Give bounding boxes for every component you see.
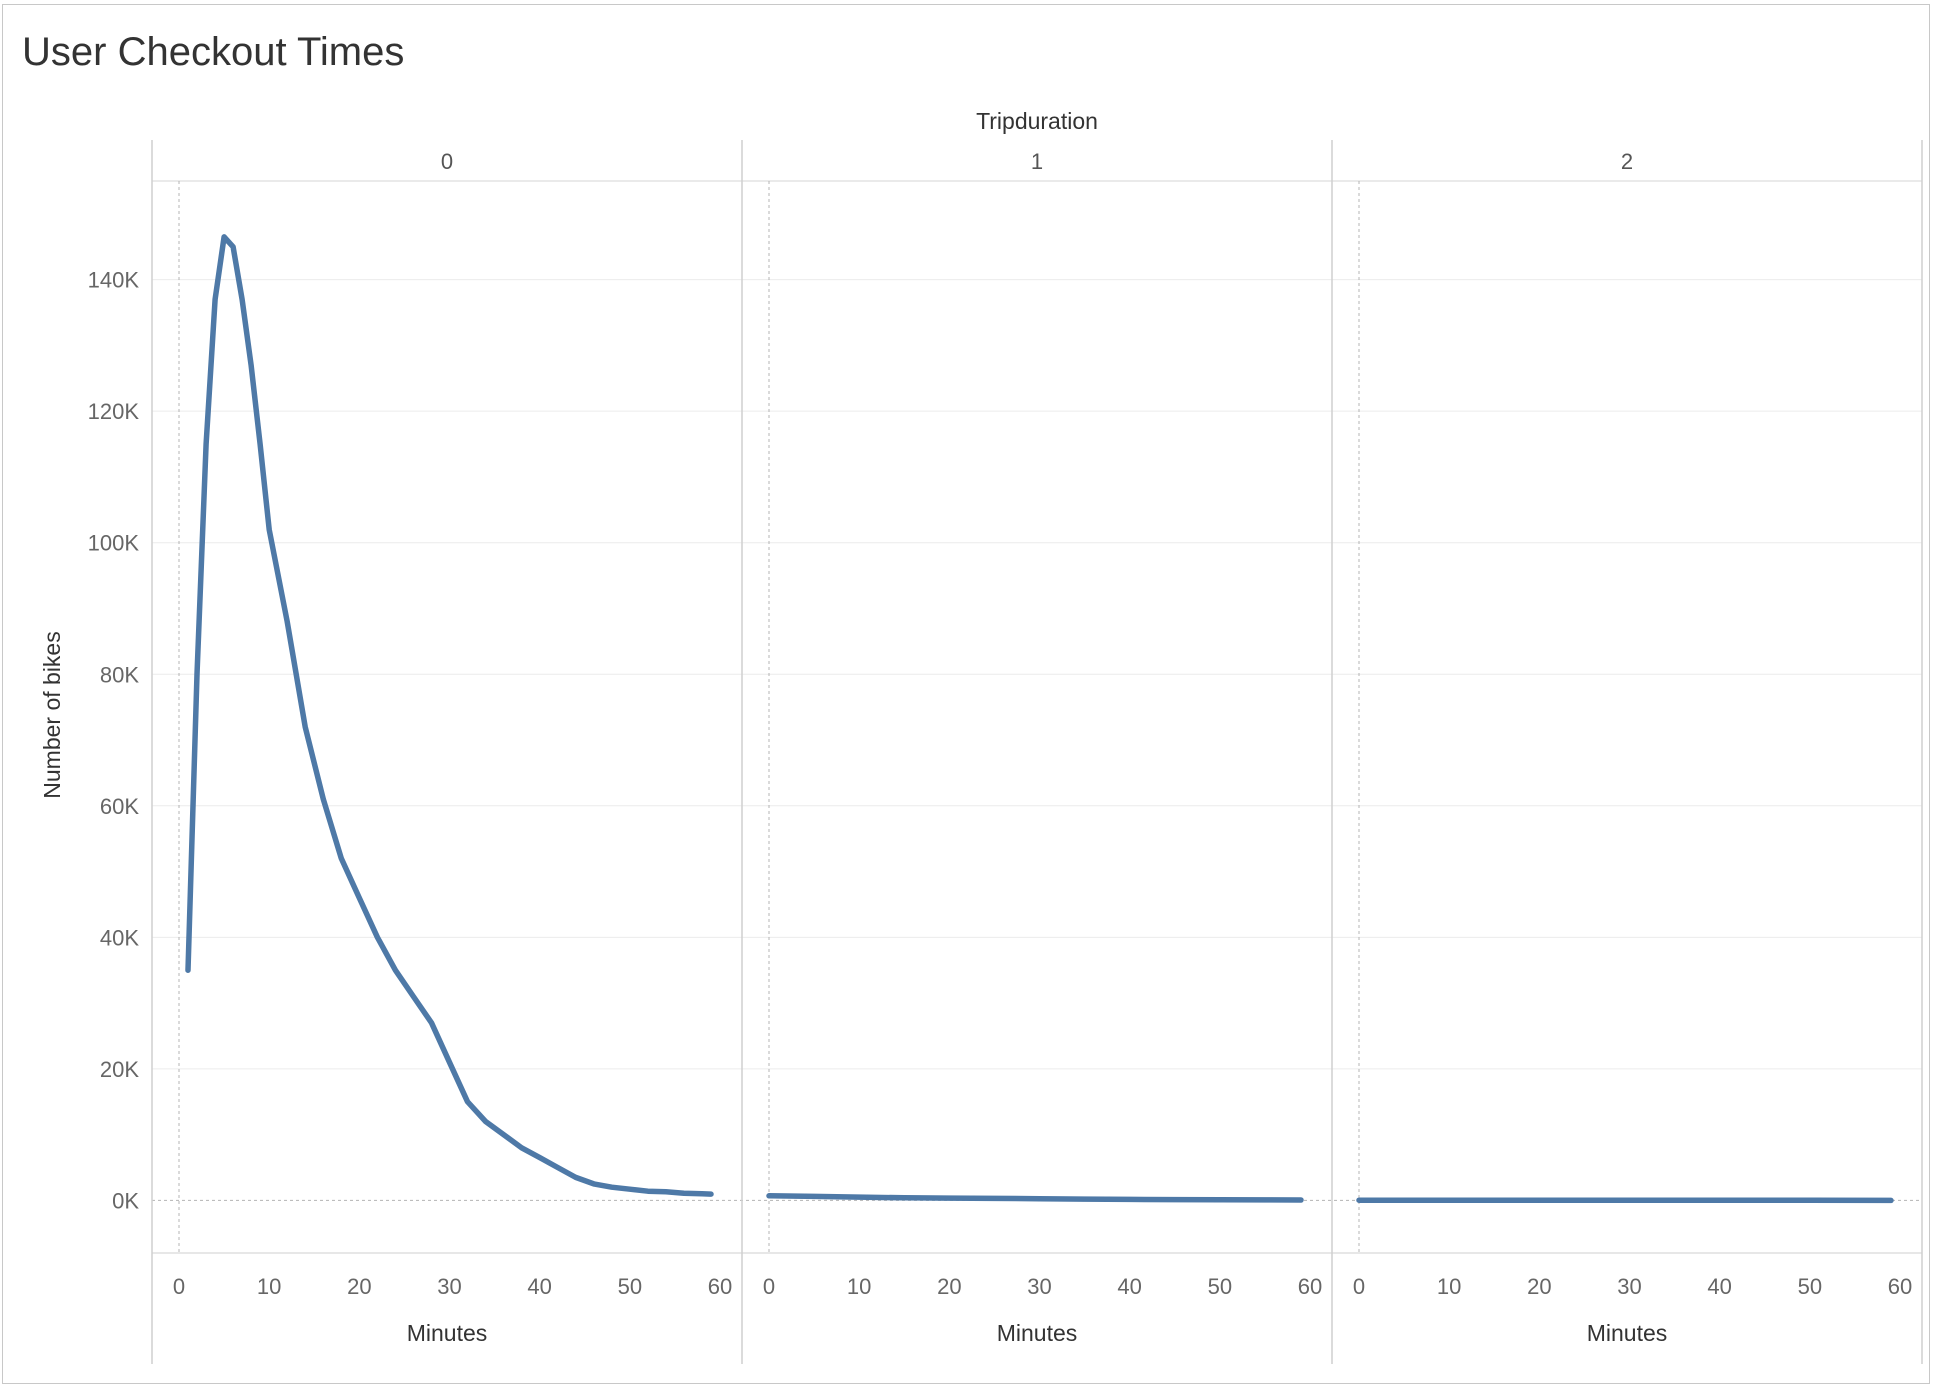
data-point	[610, 1185, 614, 1189]
data-point	[1083, 1197, 1087, 1201]
x-tick-label: 30	[1617, 1274, 1641, 1299]
data-point	[249, 363, 253, 367]
x-tick-label: 10	[847, 1274, 871, 1299]
data-point	[1357, 1198, 1361, 1202]
data-point	[466, 1100, 470, 1104]
chart-frame	[2, 4, 1930, 1384]
x-tick-label: 50	[1208, 1274, 1232, 1299]
data-point	[357, 896, 361, 900]
data-point	[303, 725, 307, 729]
data-point	[285, 620, 289, 624]
data-point	[240, 297, 244, 301]
data-point	[393, 968, 397, 972]
x-tick-label: 0	[1353, 1274, 1365, 1299]
x-tick-label: 50	[618, 1274, 642, 1299]
data-point	[267, 528, 271, 532]
data-point	[574, 1175, 578, 1179]
data-point	[1038, 1197, 1041, 1201]
x-tick-label: 50	[1798, 1274, 1822, 1299]
data-point	[857, 1195, 861, 1199]
x-tick-label: 20	[937, 1274, 961, 1299]
x-tick-label: 30	[1027, 1274, 1051, 1299]
data-point	[321, 797, 325, 801]
data-point	[902, 1196, 906, 1200]
y-tick-label: 100K	[88, 531, 140, 556]
data-point	[1718, 1198, 1722, 1202]
y-tick-label: 120K	[88, 399, 140, 424]
data-point	[1537, 1198, 1541, 1202]
x-tick-label: 20	[1527, 1274, 1551, 1299]
data-point	[812, 1194, 816, 1198]
data-point	[1889, 1198, 1893, 1202]
y-tick-label: 20K	[100, 1057, 139, 1082]
data-point	[222, 235, 226, 239]
data-point	[947, 1196, 951, 1200]
x-tick-label: 40	[1707, 1274, 1731, 1299]
x-tick-label: 0	[173, 1274, 185, 1299]
data-point	[628, 1187, 632, 1191]
data-point	[1299, 1198, 1303, 1202]
x-axis-title: Minutes	[407, 1320, 488, 1346]
data-point	[556, 1166, 560, 1170]
data-point	[520, 1146, 524, 1150]
data-point	[1173, 1198, 1177, 1202]
x-tick-label: 40	[527, 1274, 551, 1299]
data-point	[1808, 1198, 1812, 1202]
x-tick-label: 60	[1298, 1274, 1322, 1299]
data-point	[484, 1119, 488, 1123]
x-tick-label: 30	[437, 1274, 461, 1299]
data-point	[767, 1194, 771, 1198]
data-point	[646, 1189, 650, 1193]
data-point	[258, 442, 262, 446]
x-axis-title: Minutes	[997, 1320, 1078, 1346]
data-point	[204, 442, 208, 446]
data-point	[502, 1133, 506, 1137]
data-point	[429, 1021, 433, 1025]
x-tick-label: 60	[708, 1274, 732, 1299]
series-line	[185, 234, 714, 1197]
y-tick-label: 80K	[100, 662, 139, 687]
data-point	[538, 1156, 542, 1160]
y-tick-label: 0K	[112, 1188, 139, 1213]
data-point	[664, 1190, 668, 1194]
x-tick-label: 20	[347, 1274, 371, 1299]
column-header-title: Tripduration	[976, 108, 1098, 134]
data-point	[339, 856, 343, 860]
y-axis-title: Number of bikes	[39, 631, 65, 798]
data-point	[592, 1182, 596, 1186]
data-point	[213, 297, 217, 301]
x-tick-label: 40	[1117, 1274, 1141, 1299]
data-point	[1447, 1198, 1451, 1202]
data-point	[186, 968, 190, 972]
data-point	[231, 245, 235, 249]
data-point	[195, 672, 199, 676]
panel-header-label: 0	[441, 149, 453, 174]
y-tick-label: 140K	[88, 268, 140, 293]
data-point	[1128, 1197, 1132, 1201]
data-point	[700, 1192, 704, 1196]
y-tick-label: 60K	[100, 794, 139, 819]
x-tick-label: 0	[763, 1274, 775, 1299]
panel-header-label: 1	[1031, 149, 1043, 174]
y-tick-label: 40K	[100, 925, 139, 950]
chart-title: User Checkout Times	[22, 30, 405, 74]
data-point	[411, 995, 415, 999]
x-tick-label: 60	[1888, 1274, 1912, 1299]
x-axis-title: Minutes	[1587, 1320, 1668, 1346]
data-point	[682, 1191, 686, 1195]
data-point	[375, 935, 379, 939]
data-point	[448, 1060, 451, 1064]
data-point	[1628, 1198, 1631, 1202]
x-tick-label: 10	[257, 1274, 281, 1299]
data-point	[992, 1196, 996, 1200]
x-tick-label: 10	[1437, 1274, 1461, 1299]
data-point	[1263, 1198, 1267, 1202]
data-point	[709, 1192, 713, 1196]
panel-header-label: 2	[1621, 149, 1633, 174]
data-point	[1218, 1198, 1222, 1202]
